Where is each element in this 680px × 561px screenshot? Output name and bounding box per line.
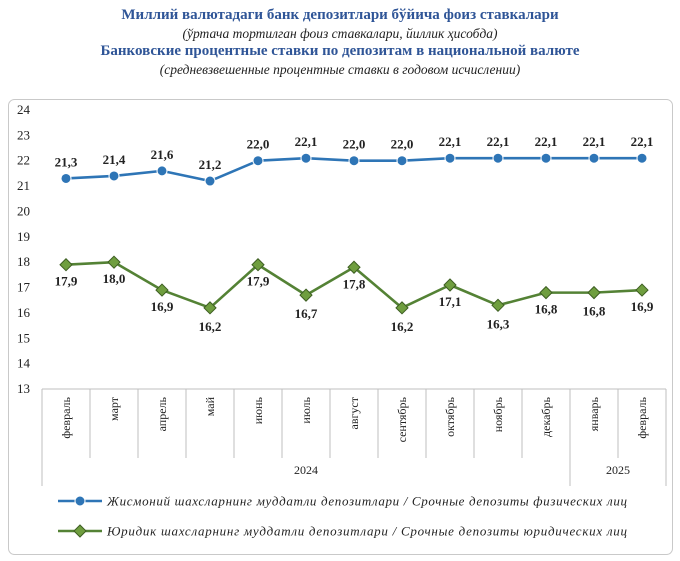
x-tick-label: февраль: [59, 396, 73, 438]
series-point: [540, 152, 552, 164]
data-label: 21,6: [151, 147, 174, 162]
data-label: 22,0: [391, 137, 414, 152]
legend-marker: [73, 524, 87, 538]
data-label: 22,0: [247, 137, 270, 152]
data-label: 16,8: [535, 302, 558, 317]
x-tick-label: август: [347, 396, 361, 429]
series-point: [204, 175, 216, 187]
series-point: [395, 301, 409, 315]
data-label: 17,9: [55, 274, 78, 289]
series-point: [539, 285, 553, 300]
x-year-label: 2025: [606, 463, 630, 477]
data-label: 16,2: [391, 319, 414, 334]
series-point: [203, 301, 217, 315]
x-tick-label: октябрь: [443, 396, 457, 436]
data-label: 16,3: [487, 316, 510, 331]
data-label: 22,0: [343, 137, 366, 152]
chart-frame: [8, 99, 673, 555]
y-tick-label: 16: [17, 305, 31, 320]
y-tick-label: 22: [17, 153, 30, 168]
y-tick-label: 24: [17, 102, 31, 117]
series-point: [155, 283, 169, 297]
series-point: [252, 155, 264, 167]
series-point: [588, 152, 600, 164]
y-tick-label: 14: [17, 356, 31, 371]
y-tick-label: 23: [17, 127, 30, 142]
data-label: 22,1: [487, 134, 510, 149]
subtitle-uz: (ўртача тортилган фоиз ставкалари, йилли…: [182, 26, 498, 41]
series-point: [492, 152, 504, 164]
data-label: 22,1: [535, 134, 558, 149]
data-label: 16,2: [199, 319, 222, 334]
series-point: [108, 170, 120, 182]
subtitle-ru: (средневзвешенные процентные ставки в го…: [159, 62, 521, 77]
data-label: 21,4: [103, 152, 126, 167]
series-point: [587, 285, 601, 300]
data-label: 16,9: [631, 299, 654, 314]
data-label: 22,1: [439, 134, 462, 149]
legend-label: Жисмоний шахсларнинг муддатли депозитлар…: [106, 494, 628, 509]
series-point: [107, 255, 121, 269]
chart-titles: Миллий валютадаги банк депозитлари бўйич…: [0, 0, 680, 78]
data-label: 22,1: [583, 134, 606, 149]
series-point: [443, 278, 457, 292]
x-tick-label: сентябрь: [395, 396, 409, 442]
x-tick-label: февраль: [635, 396, 649, 438]
data-label: 21,2: [199, 157, 222, 172]
data-label: 18,0: [103, 271, 126, 286]
title-uz: Миллий валютадаги банк депозитлари бўйич…: [121, 7, 559, 23]
x-tick-label: март: [107, 396, 121, 421]
series-point: [491, 298, 505, 313]
x-tick-label: апрель: [155, 396, 169, 431]
series-point: [60, 172, 72, 184]
series-point: [300, 152, 312, 164]
series-point: [347, 260, 361, 274]
y-tick-label: 15: [17, 330, 30, 345]
series-point: [348, 155, 360, 167]
data-label: 17,1: [439, 294, 462, 309]
x-tick-label: январь: [587, 396, 601, 431]
series-point: [59, 258, 73, 272]
y-tick-label: 20: [17, 203, 30, 218]
x-tick-label: май: [203, 396, 217, 416]
data-label: 17,9: [247, 274, 270, 289]
y-tick-label: 21: [17, 178, 30, 193]
series-point: [635, 283, 649, 297]
title-ru: Банковские процентные ставки по депозита…: [100, 43, 580, 59]
series-point: [251, 258, 265, 272]
data-label: 21,3: [55, 154, 78, 169]
x-tick-label: ноябрь: [491, 396, 505, 432]
legend-label: Юридик шахсларнинг муддатли депозитлари …: [106, 524, 628, 539]
y-tick-label: 19: [17, 229, 30, 244]
y-tick-label: 13: [17, 381, 30, 396]
data-label: 16,9: [151, 299, 174, 314]
x-year-label: 2024: [294, 463, 318, 477]
data-label: 16,8: [583, 304, 606, 319]
data-label: 16,7: [295, 306, 318, 321]
data-label: 17,8: [343, 276, 366, 291]
series-point: [156, 165, 168, 177]
series-point: [396, 155, 408, 167]
series-point: [636, 152, 648, 164]
series-point: [299, 288, 313, 302]
y-tick-label: 17: [17, 280, 31, 295]
legend-marker: [74, 495, 86, 507]
series-point: [444, 152, 456, 164]
x-tick-label: июнь: [251, 396, 265, 424]
data-label: 22,1: [631, 134, 654, 149]
data-label: 22,1: [295, 134, 318, 149]
x-tick-label: декабрь: [539, 396, 553, 437]
x-tick-label: июль: [299, 396, 313, 423]
y-tick-label: 18: [17, 254, 30, 269]
